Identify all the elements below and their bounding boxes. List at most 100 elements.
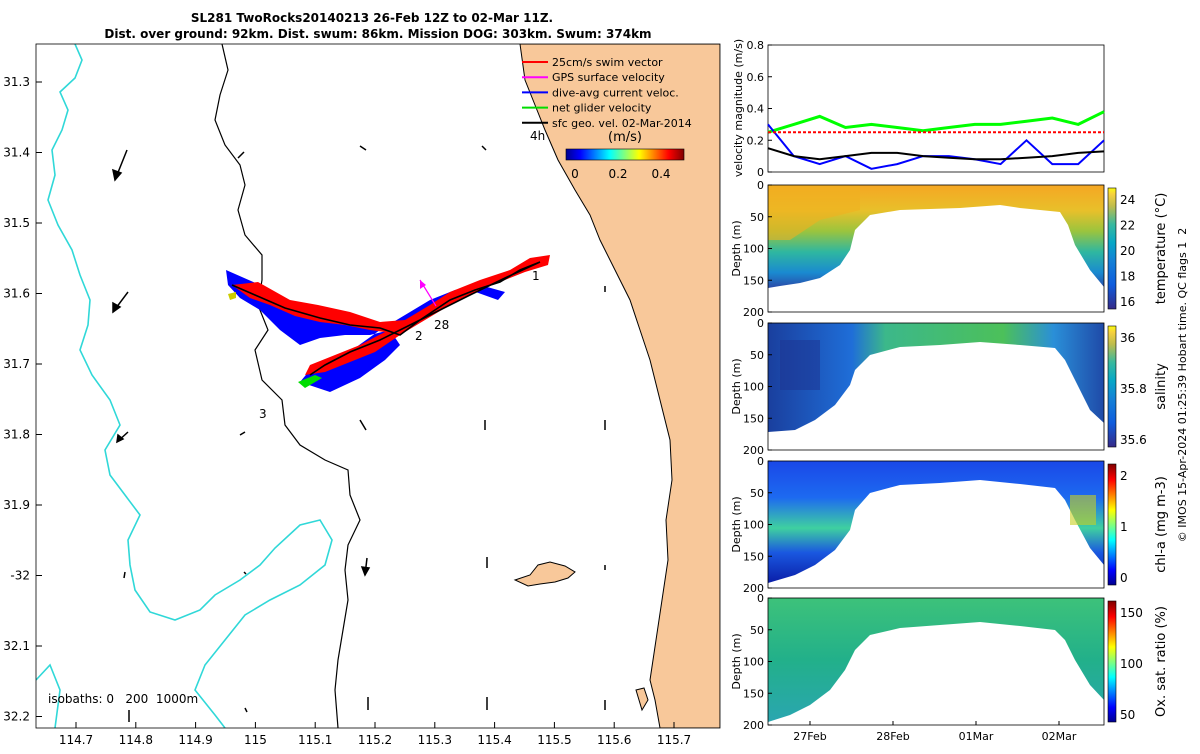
net-glider-velocity-start: [228, 292, 236, 300]
map-y-tick-label: -32: [10, 569, 30, 583]
heatmap-y-tick-label: 50: [750, 349, 764, 362]
heatmap-cbar-label: salinity: [1154, 363, 1169, 410]
velocity-series-line: [767, 147, 1105, 161]
velocity-ylabel: velocity magnitude (m/s): [732, 39, 745, 177]
heatmap-y-tick-label: 150: [743, 274, 764, 287]
heatmap-x-tick-label: 01Mar: [959, 730, 994, 743]
heatmap-y-tick-label: 100: [743, 381, 764, 394]
map-x-tick-label: 114.9: [178, 733, 212, 747]
track-label-2: 2: [415, 329, 423, 343]
heatmap-y-tick-label: 50: [750, 211, 764, 224]
velocity-y-tick-label: 0.4: [747, 103, 765, 116]
heatmap-y-tick-label: 100: [743, 243, 764, 256]
map-x-tick-label: 115.1: [298, 733, 332, 747]
track-label-1: 1: [532, 269, 540, 283]
heatmap-ylabel: Depth (m): [730, 358, 743, 414]
colorbar-tick-label: 1: [1120, 520, 1128, 534]
colorbar-tick-label: 50: [1120, 708, 1135, 722]
figure-title-line1: SL281 TwoRocks20140213 26-Feb 12Z to 02-…: [191, 11, 553, 25]
map-x-axis: 114.7 114.8 114.9 115 115.1 115.2 115.3 115.4 11…: [59, 722, 691, 747]
legend-label: dive-avg current veloc.: [552, 86, 679, 99]
colorbar-tick-label: 0.4: [651, 167, 670, 181]
map-x-tick-label: 115: [244, 733, 267, 747]
colorbar-tick-label: 22: [1120, 219, 1135, 233]
map-y-tick-label: 31.8: [3, 428, 30, 442]
colorbar-tick-label: 24: [1120, 193, 1135, 207]
map-frame: [35, 43, 721, 729]
map-y-tick-label: 32.1: [3, 639, 30, 653]
chla-panel: [768, 461, 1104, 583]
colorbar-tick-label: 150: [1120, 606, 1143, 620]
oxygen-panel: [768, 598, 1104, 722]
map-y-tick-label: 31.6: [3, 287, 30, 301]
map-y-tick-label: 31.9: [3, 498, 30, 512]
heatmap-y-tick-label: 100: [743, 519, 764, 532]
speed-colorbar: [565, 148, 685, 161]
heatmap-colorbar: [1107, 325, 1117, 448]
colorbar-tick-label: 16: [1120, 295, 1135, 309]
velocity-plot-area: [767, 44, 1105, 173]
heatmap-y-tick-label: 200: [743, 582, 764, 595]
colorbar-tick-label: 20: [1120, 244, 1135, 258]
map-y-tick-label: 31.3: [3, 75, 30, 89]
legend-label: sfc geo. vel. 02-Mar-2014: [552, 117, 692, 130]
heatmap-cbar-label: Ox. sat. ratio (%): [1154, 606, 1169, 717]
legend-label: 25cm/s swim vector: [552, 56, 663, 69]
heatmap-cbar-label: temperature (°C): [1154, 193, 1169, 305]
heatmap-ylabel: Depth (m): [730, 220, 743, 276]
legend-4h-label: 4h: [530, 129, 545, 143]
temperature-warm-band: [768, 185, 860, 240]
heatmap-y-tick-label: 200: [743, 306, 764, 319]
heatmap-ylabel: Depth (m): [730, 496, 743, 552]
net-glider-velocity: [298, 375, 322, 388]
velocity-y-tick-label: 0.2: [747, 134, 765, 147]
land-mass: [519, 44, 720, 728]
heatmap-y-tick-label: 150: [743, 412, 764, 425]
heatmap-y-tick-label: 0: [757, 455, 764, 468]
heatmap-ylabel: Depth (m): [730, 633, 743, 689]
heatmap-y-tick-label: 0: [757, 317, 764, 330]
heatmap-y-tick-label: 200: [743, 444, 764, 457]
map-y-tick-label: 31.7: [3, 357, 30, 371]
glider-track: [231, 261, 541, 376]
map-y-tick-label: 31.4: [3, 146, 30, 160]
colorbar-tick-label: 36: [1120, 331, 1135, 345]
dive-avg-current-swath: [226, 270, 505, 392]
colorbar-tick-label: 18: [1120, 270, 1135, 284]
credit-text: © IMOS 15-Apr-2024 01:25:39 Hobart time.…: [1176, 228, 1189, 542]
temperature-panel: [768, 185, 1104, 288]
velocity-series: [767, 110, 1105, 170]
colorbar-tick-label: 35.6: [1120, 433, 1147, 447]
velocity-y-tick-label: 0.8: [747, 39, 765, 52]
velocity-y-ticks: 0 0.2 0.4 0.6 0.8: [747, 39, 772, 179]
isobaths-label: isobaths: 0 200 1000m: [48, 692, 198, 706]
island-south: [635, 687, 649, 712]
salinity-fresh-patch: [780, 340, 820, 390]
velocity-panel: 0 0.2 0.4 0.6 0.8 velocity magnitude (m/s): [732, 39, 1105, 179]
heatmap-y-tick-label: 50: [750, 487, 764, 500]
colorbar-tick-label: 0: [1120, 571, 1128, 585]
swim-vector-swath: [232, 255, 550, 375]
map-y-tick-label: 32.2: [3, 710, 30, 724]
heatmap-y-tick-label: 100: [743, 656, 764, 669]
heatmap-x-tick-label: 27Feb: [793, 730, 826, 743]
map-x-tick-label: 114.8: [119, 733, 153, 747]
heatmap-colorbar: [1107, 600, 1117, 723]
map-legend: 25cm/s swim vector GPS surface velocity di…: [522, 56, 692, 130]
colorbar-tick-label: 35.8: [1120, 382, 1147, 396]
heatmap-y-tick-label: 200: [743, 719, 764, 732]
velocity-y-tick-label: 0: [757, 166, 764, 179]
velocity-y-tick-label: 0.6: [747, 71, 765, 84]
map-y-axis: 31.3 31.4 31.5 31.6 31.7 31.8 31.9 -32 32.1 32.2: [3, 75, 42, 724]
legend-label: GPS surface velocity: [552, 71, 665, 84]
map-x-tick-label: 115.3: [418, 733, 452, 747]
heatmap-y-tick-label: 50: [750, 624, 764, 637]
colorbar-ticks: 0 0.2 0.4: [571, 167, 670, 181]
chla-bloom-patch: [1070, 495, 1096, 525]
island: [513, 561, 576, 587]
heatmap-cbar-label: chl-a (mg m-3): [1154, 476, 1169, 573]
map-x-tick-label: 115.6: [597, 733, 631, 747]
colorbar-tick-label: 0.2: [608, 167, 627, 181]
heatmap-y-tick-label: 0: [757, 592, 764, 605]
